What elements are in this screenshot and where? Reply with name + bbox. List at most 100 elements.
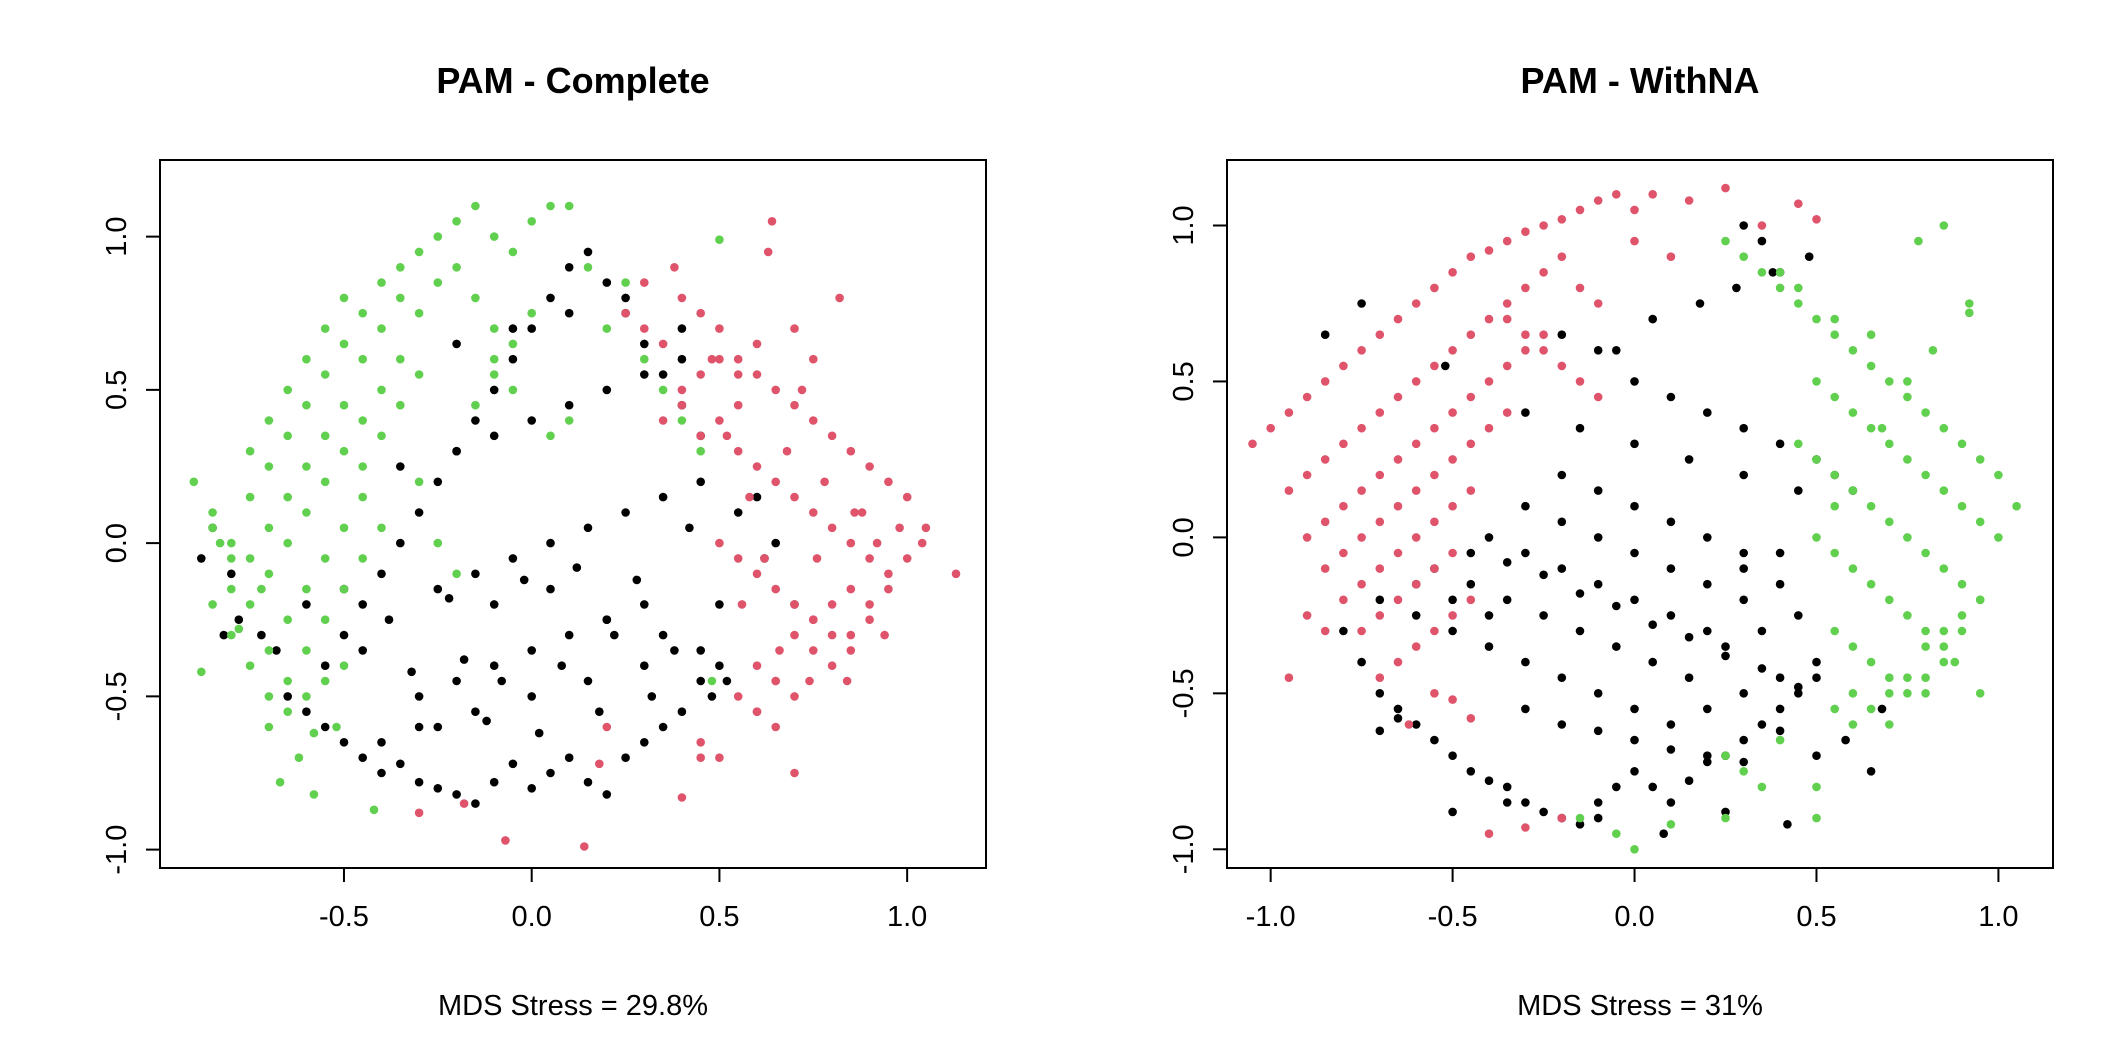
data-point-cluster_1 — [1684, 776, 1694, 785]
data-point-cluster_3 — [1575, 813, 1585, 823]
data-point-cluster_2 — [752, 569, 762, 579]
data-point-cluster_3 — [452, 263, 461, 272]
data-point-cluster_1 — [407, 667, 416, 677]
data-point-cluster_1 — [583, 247, 593, 257]
data-point-cluster_1 — [640, 600, 649, 609]
plot-panel-complete: PAM - Complete -0.5 0.0 0.5 1.0 -1.0 -0.5 0.0 0.… — [101, 60, 987, 1022]
data-point-cluster_1 — [602, 385, 612, 395]
data-point-cluster_2 — [1320, 377, 1330, 386]
data-point-cluster_1 — [546, 538, 555, 548]
data-point-cluster_3 — [1950, 657, 1960, 667]
data-point-cluster_3 — [1965, 299, 1974, 308]
data-point-cluster_3 — [1903, 377, 1912, 386]
data-point-cluster_2 — [865, 600, 874, 609]
data-point-cluster_1 — [1783, 820, 1792, 829]
data-point-cluster_2 — [1357, 486, 1366, 495]
data-point-cluster_1 — [1703, 579, 1712, 589]
data-point-cluster_1 — [1557, 517, 1567, 527]
data-point-cluster_3 — [546, 201, 555, 211]
data-point-cluster_1 — [621, 293, 630, 303]
data-point-cluster_1 — [715, 600, 724, 609]
data-point-cluster_3 — [414, 477, 424, 487]
data-point-cluster_3 — [377, 523, 386, 533]
data-point-cluster_3 — [696, 446, 705, 456]
data-point-cluster_1 — [1593, 813, 1603, 823]
data-point-cluster_3 — [377, 431, 386, 441]
data-point-cluster_2 — [1557, 813, 1567, 823]
data-point-cluster_1 — [1593, 689, 1603, 698]
data-point-cluster_1 — [1666, 564, 1676, 573]
data-point-cluster_1 — [377, 738, 386, 747]
data-point-cluster_1 — [546, 293, 555, 303]
data-point-cluster_3 — [1739, 767, 1748, 776]
data-point-cluster_3 — [489, 354, 499, 364]
data-point-cluster_1 — [1502, 782, 1512, 792]
data-point-cluster_1 — [227, 569, 236, 579]
data-point-cluster_2 — [884, 584, 893, 594]
plot-panel-withna: PAM - WithNA -1.0 -0.5 0.0 0.5 1.0 -1.0 -0.5 0.0… — [1168, 60, 2054, 1022]
data-point-cluster_2 — [1448, 548, 1457, 558]
data-point-cluster_2 — [809, 508, 818, 517]
data-point-cluster_3 — [1957, 611, 1967, 620]
data-point-cluster_1 — [1593, 798, 1603, 807]
data-point-cluster_2 — [1411, 377, 1421, 386]
data-point-cluster_1 — [1448, 595, 1457, 605]
data-point-cluster_3 — [309, 790, 319, 799]
data-point-cluster_1 — [1393, 704, 1403, 714]
data-point-cluster_2 — [1284, 408, 1294, 417]
data-point-cluster_1 — [677, 354, 687, 364]
data-point-cluster_2 — [809, 646, 818, 655]
data-point-cluster_1 — [527, 784, 536, 793]
data-point-cluster_1 — [1575, 626, 1585, 636]
data-point-cluster_3 — [1903, 533, 1912, 542]
data-point-cluster_2 — [865, 615, 874, 624]
data-point-cluster_3 — [1903, 455, 1912, 464]
data-point-cluster_3 — [339, 523, 349, 533]
data-point-cluster_1 — [546, 584, 555, 594]
data-point-cluster_1 — [632, 575, 642, 585]
data-point-cluster_3 — [1939, 564, 1949, 573]
data-point-cluster_2 — [1448, 346, 1457, 355]
data-point-cluster_1 — [414, 722, 424, 732]
data-point-cluster_3 — [358, 462, 368, 471]
y-tick-label: 0.0 — [1168, 517, 1200, 557]
data-point-cluster_3 — [320, 477, 330, 487]
data-point-cluster_3 — [2012, 501, 2021, 511]
data-point-cluster_1 — [752, 492, 762, 502]
data-point-cluster_3 — [1928, 346, 1938, 355]
data-point-cluster_3 — [197, 667, 206, 677]
data-point-cluster_1 — [1648, 657, 1657, 667]
data-point-cluster_2 — [715, 324, 724, 333]
data-point-cluster_3 — [640, 354, 649, 364]
data-point-cluster_2 — [1357, 423, 1366, 433]
data-point-cluster_2 — [895, 523, 904, 533]
data-point-cluster_3 — [245, 661, 255, 670]
data-point-cluster_3 — [302, 646, 311, 655]
data-point-cluster_3 — [658, 385, 668, 395]
data-point-cluster_1 — [358, 600, 368, 609]
data-point-cluster_2 — [1320, 564, 1330, 573]
data-point-cluster_3 — [471, 400, 480, 410]
x-tick-label: 0.5 — [1796, 901, 1836, 933]
data-point-cluster_1 — [564, 630, 574, 640]
data-point-cluster_1 — [1375, 595, 1385, 605]
data-point-cluster_1 — [489, 600, 499, 609]
data-point-cluster_3 — [1975, 455, 1985, 464]
data-point-cluster_2 — [1375, 673, 1385, 682]
data-point-cluster_1 — [1630, 595, 1639, 605]
data-point-cluster_3 — [1848, 689, 1858, 698]
data-point-cluster_2 — [1430, 689, 1439, 698]
data-point-cluster_1 — [564, 753, 574, 762]
data-point-cluster_2 — [1575, 377, 1585, 386]
data-point-cluster_3 — [1848, 408, 1858, 417]
data-point-cluster_3 — [396, 354, 405, 364]
data-point-cluster_2 — [1484, 246, 1494, 255]
data-point-cluster_2 — [677, 793, 687, 802]
data-point-cluster_1 — [358, 646, 368, 655]
data-point-cluster_3 — [1739, 252, 1748, 261]
data-point-cluster_3 — [283, 492, 293, 502]
data-point-cluster_3 — [1939, 486, 1949, 495]
data-point-cluster_3 — [1975, 595, 1985, 605]
data-point-cluster_3 — [621, 278, 630, 287]
data-point-cluster_2 — [1539, 346, 1548, 355]
